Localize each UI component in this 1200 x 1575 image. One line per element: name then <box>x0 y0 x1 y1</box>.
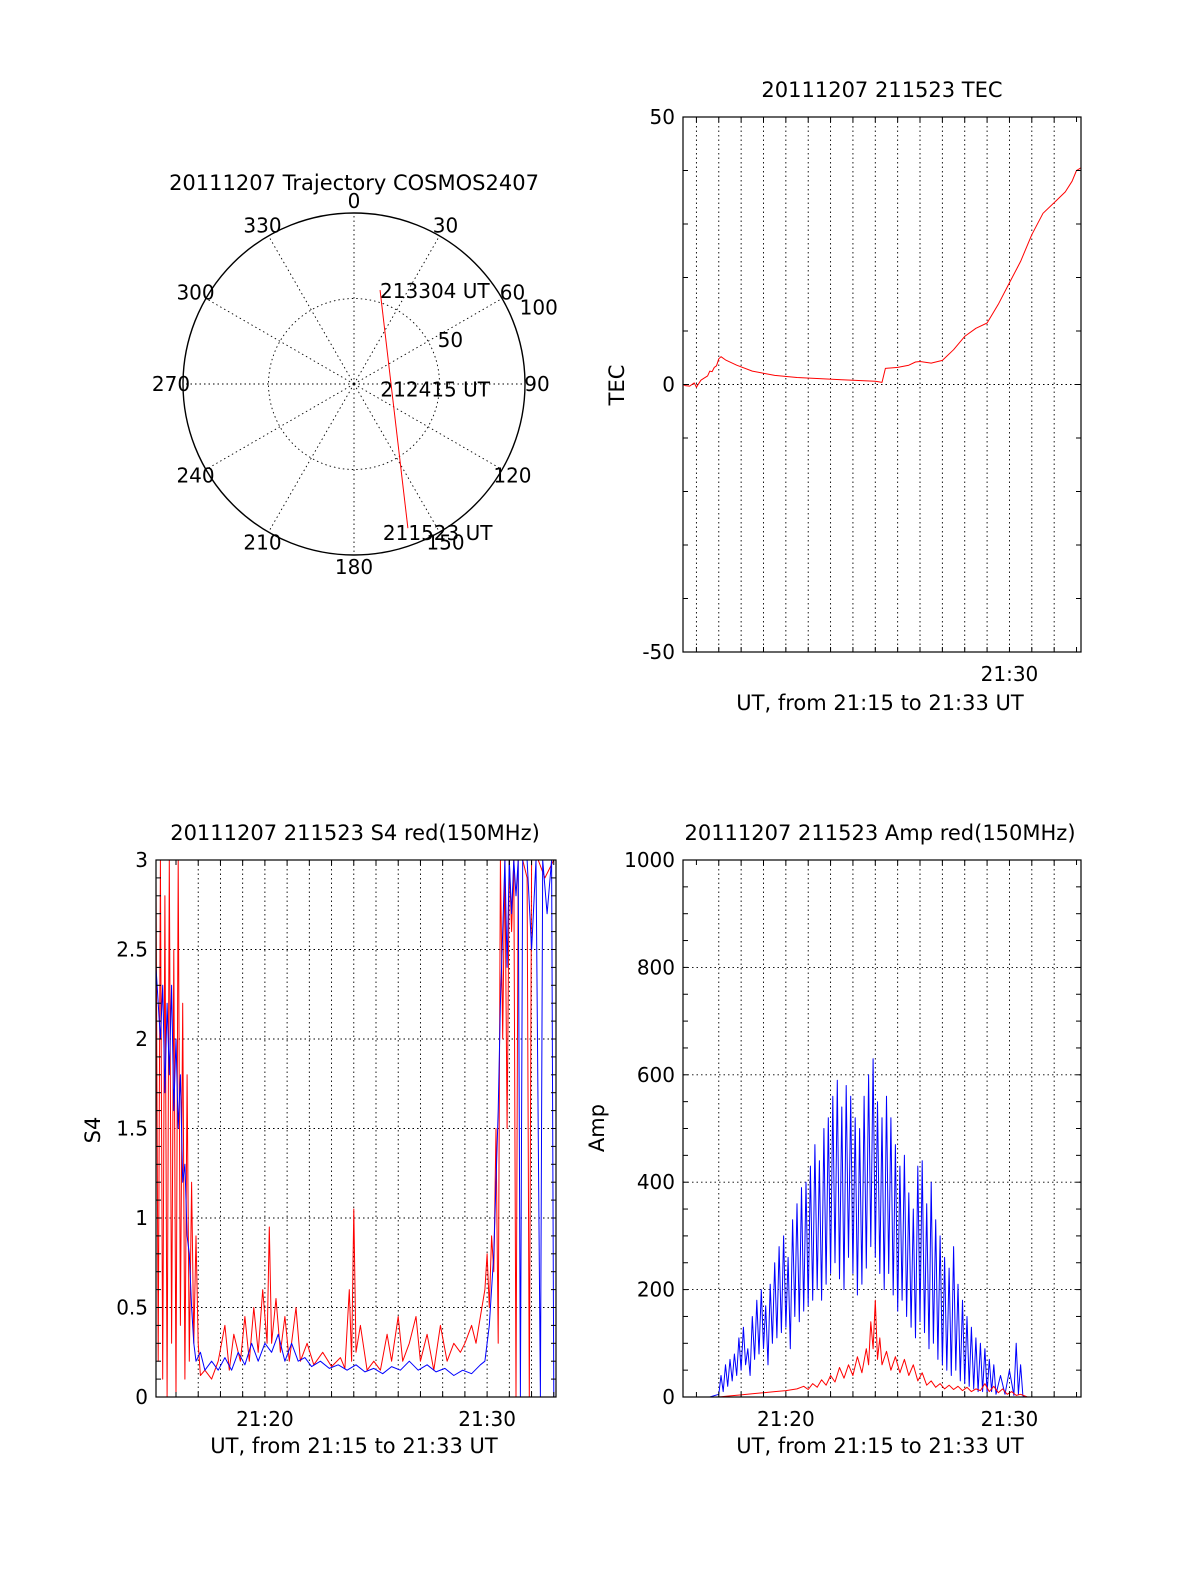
polar-angle-label: 30 <box>433 214 458 238</box>
amp-series-line <box>683 1299 1081 1397</box>
amp-plot-area: 0 200 400 600 800 1000 21:20 21:30 <box>624 848 1082 1431</box>
tec-plot-area: -50 0 50 21:30 <box>642 105 1082 686</box>
s4-ytick-label: 0.5 <box>116 1296 148 1320</box>
s4-plot-area: 0 0.5 1 1.5 2 2.5 3 21:20 21:30 <box>116 848 557 1431</box>
tec-ticks: -50 0 50 21:30 <box>642 105 1081 686</box>
tec-ytick-label: 50 <box>650 105 675 129</box>
s4-ytick-label: 1 <box>135 1206 148 1230</box>
polar-angle-label: 90 <box>524 372 549 396</box>
amp-ytick-label: 800 <box>637 955 675 979</box>
s4-series-line <box>156 860 555 1397</box>
s4-ylabel: S4 <box>81 1117 105 1144</box>
s4-ytick-label: 2 <box>135 1027 148 1051</box>
amp-grid <box>683 860 1081 1397</box>
polar-angle-label: 60 <box>500 281 525 305</box>
polar-angle-label: 150 <box>426 530 464 554</box>
polar-grid-spoke <box>353 235 440 385</box>
polar-angle-label: 300 <box>176 281 214 305</box>
tec-grid <box>683 117 1081 652</box>
s4-series-group <box>156 860 555 1397</box>
amp-ytick-label: 400 <box>637 1170 675 1194</box>
amp-ytick-label: 200 <box>637 1278 675 1302</box>
polar-angle-labels: 0 30 60 90 120 150 180 210 240 270 300 330 <box>152 189 550 579</box>
amp-series-line <box>683 1058 1081 1397</box>
s4-ytick-label: 3 <box>135 848 148 872</box>
polar-radius-label: 100 <box>520 296 558 320</box>
polar-grid-spoke <box>353 383 503 470</box>
polar-angle-label: 0 <box>348 189 361 213</box>
polar-grid <box>183 213 525 555</box>
tec-series-group <box>683 167 1081 388</box>
polar-grid-spoke <box>205 298 355 385</box>
s4-xtick-label: 21:20 <box>236 1407 294 1431</box>
polar-angle-label: 180 <box>335 555 373 579</box>
polar-angle-label: 240 <box>176 463 214 487</box>
tec-ylabel: TEC <box>605 365 629 407</box>
amp-ytick-label: 1000 <box>624 848 675 872</box>
s4-title: 20111207 211523 S4 red(150MHz) <box>170 821 540 845</box>
s4-ticks: 0 0.5 1 1.5 2 2.5 3 21:20 21:30 <box>116 848 556 1431</box>
tec-series-line <box>683 167 1081 388</box>
s4-ytick-label: 1.5 <box>116 1117 148 1141</box>
polar-title: 20111207 Trajectory COSMOS2407 <box>169 171 539 195</box>
polar-radius-labels: 50 100 <box>438 296 558 352</box>
amp-ytick-label: 0 <box>662 1385 675 1409</box>
trajectory-line <box>379 290 409 529</box>
polar-angle-label: 330 <box>243 214 281 238</box>
amp-ylabel: Amp <box>585 1104 609 1152</box>
tec-ytick-label: -50 <box>642 640 675 664</box>
polar-grid-spoke <box>268 235 355 385</box>
polar-angle-label: 210 <box>243 530 281 554</box>
tec-xtick-label: 21:30 <box>981 662 1039 686</box>
trajectory-track <box>379 290 409 529</box>
trajectory-time-label: 213304 UT <box>380 279 490 303</box>
amp-ticks: 0 200 400 600 800 1000 21:20 21:30 <box>624 848 1081 1431</box>
amp-xtick-label: 21:30 <box>981 1407 1039 1431</box>
amp-xtick-label: 21:20 <box>757 1407 815 1431</box>
trajectory-time-labels: 213304 UT 212415 UT 211523 UT <box>380 279 493 545</box>
polar-angle-label: 120 <box>493 463 531 487</box>
amp-title: 20111207 211523 Amp red(150MHz) <box>684 821 1075 845</box>
polar-grid-spoke <box>205 383 355 470</box>
trajectory-polar-plot: 20111207 Trajectory COSMOS2407 0 30 60 90 12… <box>152 171 558 579</box>
amp-xlabel: UT, from 21:15 to 21:33 UT <box>736 1434 1024 1458</box>
s4-ytick-label: 0 <box>135 1385 148 1409</box>
s4-ytick-label: 2.5 <box>116 938 148 962</box>
polar-grid-spoke <box>353 383 440 533</box>
tec-ytick-label: 0 <box>662 373 675 397</box>
tec-panel: 20111207 211523 TEC TEC UT, from 21:15 t… <box>605 78 1082 715</box>
polar-grid-spoke <box>268 383 355 533</box>
tec-title: 20111207 211523 TEC <box>761 78 1002 102</box>
polar-grid-spoke <box>353 298 503 385</box>
trajectory-time-label: 211523 UT <box>383 521 493 545</box>
s4-series-line <box>156 860 555 1397</box>
polar-radius-label: 50 <box>438 328 463 352</box>
s4-xlabel: UT, from 21:15 to 21:33 UT <box>210 1434 498 1458</box>
amp-panel: 20111207 211523 Amp red(150MHz) Amp UT, … <box>585 821 1082 1458</box>
amp-series-group <box>683 1058 1081 1397</box>
tec-xlabel: UT, from 21:15 to 21:33 UT <box>736 691 1024 715</box>
polar-angle-label: 270 <box>152 372 190 396</box>
amp-ytick-label: 600 <box>637 1063 675 1087</box>
s4-xtick-label: 21:30 <box>458 1407 516 1431</box>
s4-panel: 20111207 211523 S4 red(150MHz) S4 UT, fr… <box>81 821 557 1458</box>
polar-outer-circle <box>182 212 526 556</box>
trajectory-time-label: 212415 UT <box>380 378 490 402</box>
